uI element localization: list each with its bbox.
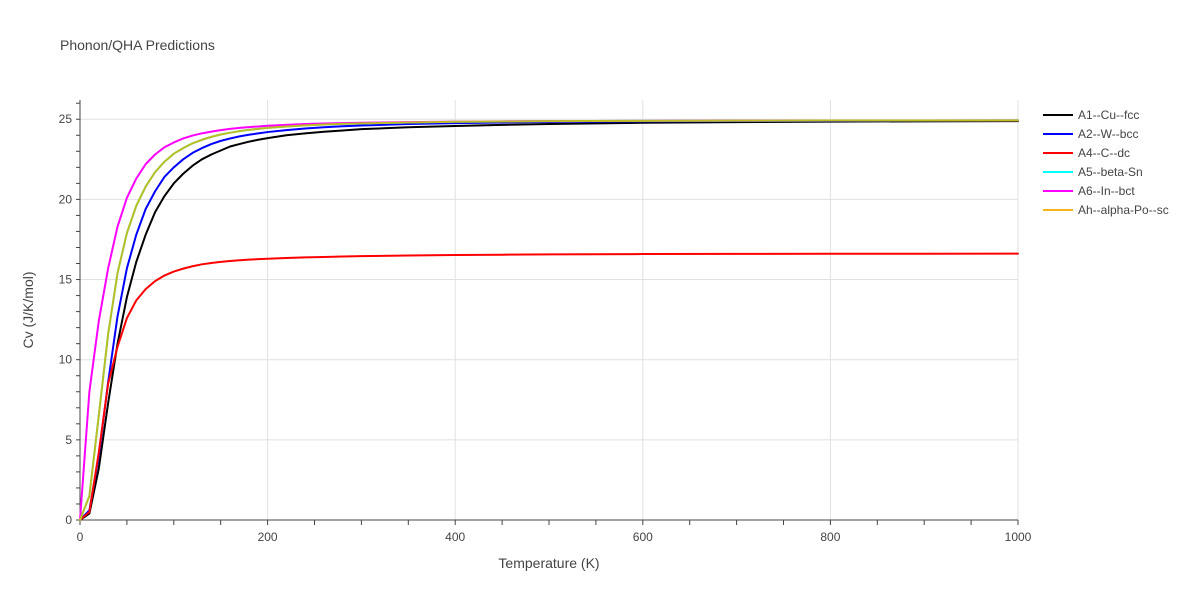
legend-label: A2--W--bcc	[1078, 127, 1138, 141]
y-tick-label: 25	[59, 112, 73, 126]
x-tick-label: 200	[258, 530, 278, 544]
y-tick-label: 20	[59, 192, 73, 206]
x-tick-label: 0	[77, 530, 84, 544]
legend-label: A6--In--bct	[1078, 184, 1135, 198]
series-line-A2--W--bcc	[79, 119, 1019, 521]
legend-item[interactable]: A4--C--dc	[1043, 146, 1130, 160]
legend-label: Ah--alpha-Po--sc	[1078, 203, 1169, 217]
legend: A1--Cu--fcc A2--W--bcc A4--C--dc A5--beta-S…	[1043, 108, 1169, 217]
tick-labels: 0 200 400 600 800 1000 0 5 10 15 20 25	[59, 112, 1032, 544]
legend-label: A1--Cu--fcc	[1078, 108, 1139, 122]
legend-item[interactable]: A6--In--bct	[1043, 184, 1135, 198]
series-line-Ah--alpha-Po--sc	[79, 119, 1019, 521]
series-line-A4--C--dc	[79, 252, 1019, 521]
x-tick-label: 600	[633, 530, 653, 544]
series-line-A1--Cu--fcc	[79, 120, 1019, 521]
y-tick-label: 0	[65, 513, 72, 527]
y-axis-label: Cv (J/K/mol)	[20, 272, 36, 349]
y-tick-label: 5	[65, 433, 72, 447]
series-line-A5--beta-Sn	[79, 119, 1019, 521]
legend-label: A4--C--dc	[1078, 146, 1130, 160]
x-tick-label: 800	[820, 530, 840, 544]
x-tick-label: 400	[445, 530, 465, 544]
series-line-A6--In--bct	[79, 119, 1019, 521]
x-tick-label: 1000	[1005, 530, 1032, 544]
series-lines	[79, 119, 1019, 521]
grid-lines	[80, 100, 1019, 520]
chart-title: Phonon/QHA Predictions	[60, 37, 215, 53]
legend-item[interactable]: A1--Cu--fcc	[1043, 108, 1139, 122]
y-tick-label: 10	[59, 353, 73, 367]
x-axis-label: Temperature (K)	[498, 555, 599, 571]
legend-item[interactable]: A5--beta-Sn	[1043, 165, 1143, 179]
axes	[76, 100, 1019, 525]
legend-label: A5--beta-Sn	[1078, 165, 1143, 179]
legend-item[interactable]: Ah--alpha-Po--sc	[1043, 203, 1169, 217]
legend-item[interactable]: A2--W--bcc	[1043, 127, 1138, 141]
y-tick-label: 15	[59, 273, 73, 287]
